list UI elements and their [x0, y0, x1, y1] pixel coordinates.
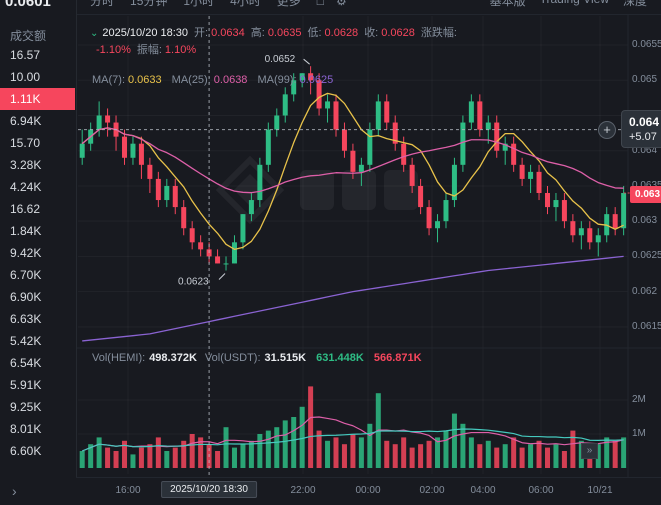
trades-amount-header: 成交额	[10, 29, 47, 43]
interval-tab[interactable]: 1小时	[183, 0, 215, 8]
trades-panel: 0.0601 成交额 16.57 10.00 1.11K 6.94K 15.70 3.28…	[0, 0, 77, 505]
expand-panel-chevron[interactable]: ›	[12, 483, 17, 499]
chart-mode-item[interactable]: 深度	[622, 0, 647, 8]
price-axis-label: 0.0655	[632, 39, 661, 51]
toolbar-icon[interactable]: □	[316, 0, 325, 8]
trade-amount-row[interactable]: 1.84K	[10, 224, 42, 238]
close-value: 0.0628	[381, 27, 415, 39]
low-value: 0.0628	[324, 27, 359, 39]
trade-amount-row[interactable]: 5.91K	[10, 378, 42, 392]
price-axis-label: 0.062	[632, 285, 658, 297]
trade-amount-row[interactable]: 8.01K	[10, 422, 42, 436]
open-value: 0.0634	[211, 27, 245, 39]
crosshair-time-label: 2025/10/20 18:30	[161, 481, 257, 498]
trade-amount-row[interactable]: 16.57	[10, 48, 41, 62]
ma7-value: 0.0633	[128, 74, 162, 86]
trade-amount-row[interactable]: 5.42K	[10, 334, 42, 348]
tooltip-price: 0.064	[629, 115, 660, 129]
ohlc-info-row: ⌄ 2025/10/20 18:30 开: 0.0634 高: 0.0635 低: 0.062…	[90, 24, 457, 40]
trade-amount-row[interactable]: 4.24K	[10, 180, 42, 194]
ma25-label: MA(25):	[171, 74, 211, 86]
price-axis-label: 0.063	[632, 215, 658, 227]
trade-amount-row[interactable]: 6.70K	[10, 268, 42, 282]
trade-amount-row[interactable]: 6.90K	[10, 290, 42, 304]
ma7-label: MA(7):	[92, 74, 125, 86]
scroll-to-latest-button[interactable]: »	[581, 443, 598, 459]
vol-base-value: 498.372K	[149, 352, 197, 364]
toolbar-icons: □ ⚙	[317, 0, 347, 8]
trade-amount-row[interactable]: 9.42K	[10, 246, 42, 260]
amplitude-value: 1.10%	[164, 44, 197, 56]
price-axis-label: 0.0615	[632, 320, 661, 332]
high-value: 0.0635	[267, 27, 302, 39]
add-alert-button[interactable]: +	[598, 121, 616, 139]
candle-time: 2025/10/20 18:30	[102, 27, 189, 39]
time-axis-label: 16:00	[115, 485, 141, 496]
high-label: 高:	[250, 27, 265, 39]
time-axis-label: 04:00	[470, 485, 496, 496]
interval-tab[interactable]: 4小时	[230, 0, 261, 8]
trade-amount-row[interactable]: 3.28K	[10, 158, 42, 172]
time-axis-label: 22:00	[290, 485, 316, 496]
volume-axis-label: 2M	[632, 394, 646, 405]
trade-amount-row[interactable]: 1.11K	[0, 88, 75, 110]
interval-tab[interactable]: 更多	[276, 0, 301, 8]
price-axis-label: 0.0625	[632, 250, 661, 262]
trades-list: 16.57 10.00 1.11K 6.94K 15.70 3.28K 4.24K 16.62…	[0, 44, 75, 462]
close-label: 收:	[364, 27, 379, 39]
open-label: 开:	[194, 27, 209, 39]
trade-amount-row[interactable]: 6.94K	[10, 114, 42, 128]
low-annotation: 0.0623	[178, 277, 209, 288]
price-axis-label: 0.065	[632, 74, 658, 86]
last-price-tag: 0.063	[630, 186, 661, 203]
crosshair-price-tooltip: 0.064 +5.07	[621, 110, 661, 148]
trade-amount-row[interactable]: 6.60K	[10, 444, 42, 458]
ma99-value: 0.0625	[299, 74, 334, 86]
ohlc-info-row-2: -1.10% 振幅: 1.10%	[96, 41, 196, 57]
vol-base-label: Vol(HEMI):	[92, 352, 146, 364]
low-label: 低:	[307, 27, 322, 39]
time-axis-label: 06:00	[528, 485, 554, 496]
trade-amount-row[interactable]: 10.00	[10, 70, 41, 84]
ma99-label: MA(99):	[257, 74, 297, 86]
chart-mode-item[interactable]: 基本版	[489, 0, 526, 8]
trade-amount-row[interactable]: 6.54K	[10, 356, 42, 370]
watermark	[215, 155, 418, 225]
trade-amount-row[interactable]: 16.62	[10, 202, 41, 216]
vol-sell-value: 566.871K	[373, 352, 422, 364]
ma-legend: MA(7): 0.0633 MA(25): 0.0638 MA(99): 0.0625	[92, 74, 333, 86]
interval-tab[interactable]: 分时	[90, 0, 115, 8]
toolbar-icon[interactable]: ⚙	[336, 0, 347, 8]
time-axis-label: 10/21	[587, 485, 613, 496]
tooltip-change: +5.07	[629, 131, 657, 143]
time-axis-label: 00:00	[355, 485, 381, 496]
interval-tabs: 分时 15分钟 1小时 4小时 更多	[90, 0, 301, 9]
trade-amount-row[interactable]: 9.25K	[10, 400, 42, 414]
collapse-icon[interactable]: ⌄	[90, 28, 99, 39]
vol-quote-label: Vol(USDT):	[204, 352, 261, 364]
chart-mode-item[interactable]: Trading View	[540, 0, 609, 9]
vol-quote-value: 31.515K	[264, 352, 307, 364]
chart-mode-switch: 基本版 Trading View 深度	[490, 0, 647, 9]
ma25-value: 0.0638	[213, 74, 248, 86]
volume-axis-label: 1M	[632, 428, 646, 439]
change-value: -1.10%	[96, 44, 131, 56]
time-axis-label: 02:00	[419, 485, 445, 496]
interval-tab[interactable]: 15分钟	[130, 0, 168, 8]
trade-amount-row[interactable]: 6.63K	[10, 312, 42, 326]
change-label: 涨跌幅:	[420, 27, 457, 39]
vol-buy-value: 631.448K	[316, 352, 364, 364]
amplitude-label: 振幅:	[136, 44, 162, 56]
price-axis-label: 0.0635	[632, 180, 661, 191]
time-axis[interactable]: 2025/10/20 18:30 16:00 22:00 00:00 02:00 04:…	[76, 477, 661, 505]
last-trade-price: 0.0601	[5, 0, 51, 10]
price-axis-label: 0.064	[632, 144, 658, 156]
volume-legend: Vol(HEMI): 498.372K Vol(USDT): 31.515K 631.4…	[92, 352, 422, 364]
high-annotation: 0.0652	[265, 54, 296, 65]
trade-amount-row[interactable]: 15.70	[10, 136, 41, 150]
